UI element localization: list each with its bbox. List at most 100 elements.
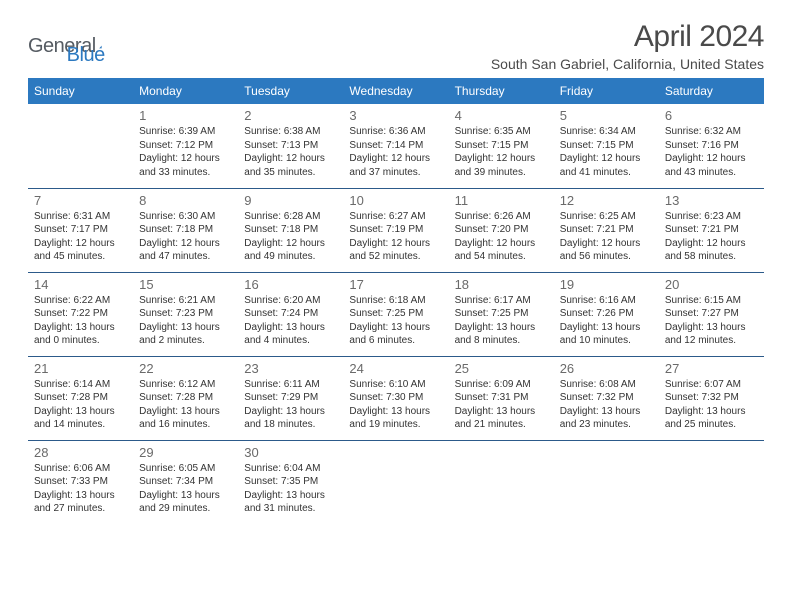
info-line: Sunrise: 6:10 AM: [349, 378, 442, 392]
info-line: Daylight: 13 hours: [34, 321, 127, 335]
day-cell: 25Sunrise: 6:09 AMSunset: 7:31 PMDayligh…: [449, 356, 554, 440]
day-cell: 2Sunrise: 6:38 AMSunset: 7:13 PMDaylight…: [238, 104, 343, 188]
info-line: and 2 minutes.: [139, 334, 232, 348]
info-line: and 27 minutes.: [34, 502, 127, 516]
day-info: Sunrise: 6:05 AMSunset: 7:34 PMDaylight:…: [139, 462, 232, 516]
info-line: Sunrise: 6:31 AM: [34, 210, 127, 224]
info-line: Daylight: 12 hours: [665, 152, 758, 166]
day-info: Sunrise: 6:34 AMSunset: 7:15 PMDaylight:…: [560, 125, 653, 179]
day-info: Sunrise: 6:11 AMSunset: 7:29 PMDaylight:…: [244, 378, 337, 432]
info-line: and 21 minutes.: [455, 418, 548, 432]
day-number: 24: [349, 361, 442, 376]
info-line: Sunrise: 6:39 AM: [139, 125, 232, 139]
day-number: 2: [244, 108, 337, 123]
info-line: Daylight: 13 hours: [244, 321, 337, 335]
day-cell: 4Sunrise: 6:35 AMSunset: 7:15 PMDaylight…: [449, 104, 554, 188]
calendar-row: 14 Sunrise: 6:22 AMSunset: 7:22 PMDayligh…: [28, 272, 764, 356]
empty-cell: [343, 440, 448, 524]
info-line: Daylight: 12 hours: [560, 152, 653, 166]
day-number: 28: [34, 445, 127, 460]
day-number: 30: [244, 445, 337, 460]
info-line: Daylight: 12 hours: [665, 237, 758, 251]
info-line: Daylight: 12 hours: [349, 152, 442, 166]
empty-cell: [659, 440, 764, 524]
info-line: Sunrise: 6:17 AM: [455, 294, 548, 308]
info-line: and 16 minutes.: [139, 418, 232, 432]
info-line: Sunrise: 6:36 AM: [349, 125, 442, 139]
info-line: Daylight: 12 hours: [560, 237, 653, 251]
day-number: 6: [665, 108, 758, 123]
empty-cell: [554, 440, 659, 524]
day-number: 13: [665, 193, 758, 208]
day-info: Sunrise: 6:15 AMSunset: 7:27 PMDaylight:…: [665, 294, 758, 348]
info-line: and 31 minutes.: [244, 502, 337, 516]
day-number: 16: [244, 277, 337, 292]
logo: General Blue: [28, 20, 105, 67]
day-info: Sunrise: 6:36 AMSunset: 7:14 PMDaylight:…: [349, 125, 442, 179]
info-line: Sunrise: 6:07 AM: [665, 378, 758, 392]
day-info: Sunrise: 6:12 AMSunset: 7:28 PMDaylight:…: [139, 378, 232, 432]
logo-text-blue: Blue: [67, 44, 105, 67]
info-line: and 52 minutes.: [349, 250, 442, 264]
info-line: Sunset: 7:23 PM: [139, 307, 232, 321]
day-cell: 5Sunrise: 6:34 AMSunset: 7:15 PMDaylight…: [554, 104, 659, 188]
info-line: and 25 minutes.: [665, 418, 758, 432]
info-line: Sunrise: 6:38 AM: [244, 125, 337, 139]
info-line: Daylight: 13 hours: [244, 489, 337, 503]
day-number: 14: [34, 277, 127, 292]
info-line: and 39 minutes.: [455, 166, 548, 180]
day-info: Sunrise: 6:22 AMSunset: 7:22 PMDaylight:…: [34, 294, 127, 348]
info-line: Daylight: 13 hours: [139, 405, 232, 419]
day-cell: 17Sunrise: 6:18 AMSunset: 7:25 PMDayligh…: [343, 272, 448, 356]
info-line: Sunset: 7:35 PM: [244, 475, 337, 489]
day-number: 18: [455, 277, 548, 292]
info-line: Daylight: 13 hours: [244, 405, 337, 419]
weekday-header-row: Sunday Monday Tuesday Wednesday Thursday…: [28, 78, 764, 104]
info-line: Sunset: 7:32 PM: [560, 391, 653, 405]
info-line: Daylight: 13 hours: [34, 489, 127, 503]
empty-cell: [449, 440, 554, 524]
info-line: Daylight: 13 hours: [349, 405, 442, 419]
info-line: Sunset: 7:18 PM: [139, 223, 232, 237]
info-line: Sunrise: 6:32 AM: [665, 125, 758, 139]
day-cell: 9Sunrise: 6:28 AMSunset: 7:18 PMDaylight…: [238, 188, 343, 272]
day-cell: 7 Sunrise: 6:31 AMSunset: 7:17 PMDaylight…: [28, 188, 133, 272]
day-number: 19: [560, 277, 653, 292]
day-info: Sunrise: 6:20 AMSunset: 7:24 PMDaylight:…: [244, 294, 337, 348]
info-line: and 58 minutes.: [665, 250, 758, 264]
day-info: Sunrise: 6:31 AMSunset: 7:17 PMDaylight:…: [34, 210, 127, 264]
info-line: and 33 minutes.: [139, 166, 232, 180]
day-cell: 1Sunrise: 6:39 AMSunset: 7:12 PMDaylight…: [133, 104, 238, 188]
day-info: Sunrise: 6:27 AMSunset: 7:19 PMDaylight:…: [349, 210, 442, 264]
info-line: Sunset: 7:21 PM: [665, 223, 758, 237]
info-line: Sunrise: 6:04 AM: [244, 462, 337, 476]
col-sunday: Sunday: [28, 78, 133, 104]
day-cell: 18Sunrise: 6:17 AMSunset: 7:25 PMDayligh…: [449, 272, 554, 356]
location-text: South San Gabriel, California, United St…: [491, 56, 764, 72]
info-line: and 8 minutes.: [455, 334, 548, 348]
day-cell: 6Sunrise: 6:32 AMSunset: 7:16 PMDaylight…: [659, 104, 764, 188]
info-line: Sunrise: 6:08 AM: [560, 378, 653, 392]
day-cell: 21Sunrise: 6:14 AMSunset: 7:28 PMDayligh…: [28, 356, 133, 440]
info-line: and 12 minutes.: [665, 334, 758, 348]
header: General Blue April 2024 South San Gabrie…: [28, 20, 764, 72]
info-line: Sunset: 7:21 PM: [560, 223, 653, 237]
info-line: and 43 minutes.: [665, 166, 758, 180]
info-line: Sunset: 7:27 PM: [665, 307, 758, 321]
day-info: Sunrise: 6:07 AMSunset: 7:32 PMDaylight:…: [665, 378, 758, 432]
day-info: Sunrise: 6:28 AMSunset: 7:18 PMDaylight:…: [244, 210, 337, 264]
day-number: 10: [349, 193, 442, 208]
info-line: and 35 minutes.: [244, 166, 337, 180]
day-info: Sunrise: 6:09 AMSunset: 7:31 PMDaylight:…: [455, 378, 548, 432]
empty-cell: [28, 104, 133, 188]
day-cell: 23Sunrise: 6:11 AMSunset: 7:29 PMDayligh…: [238, 356, 343, 440]
calendar-row: 1Sunrise: 6:39 AMSunset: 7:12 PMDaylight…: [28, 104, 764, 188]
info-line: Daylight: 13 hours: [349, 321, 442, 335]
day-cell: 19Sunrise: 6:16 AMSunset: 7:26 PMDayligh…: [554, 272, 659, 356]
day-number: 7: [34, 193, 127, 208]
day-cell: 27Sunrise: 6:07 AMSunset: 7:32 PMDayligh…: [659, 356, 764, 440]
info-line: Daylight: 12 hours: [455, 152, 548, 166]
info-line: Sunset: 7:24 PM: [244, 307, 337, 321]
info-line: Sunrise: 6:25 AM: [560, 210, 653, 224]
info-line: Sunrise: 6:26 AM: [455, 210, 548, 224]
